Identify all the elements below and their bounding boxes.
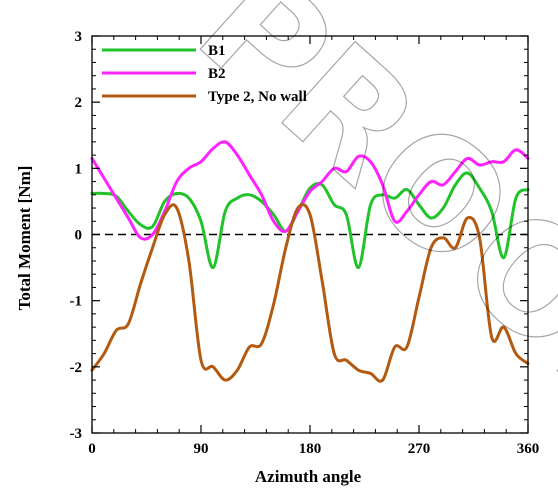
series-line-b1 — [90, 171, 530, 270]
legend-label: Type 2, No wall — [208, 89, 307, 105]
y-tick-label: 2 — [75, 95, 83, 111]
x-tick-label: 90 — [194, 441, 209, 457]
proof-watermark: PROOF — [166, 0, 558, 457]
y-tick-label: 0 — [75, 228, 83, 244]
y-axis-title: Total Moment [Nm] — [15, 166, 34, 311]
x-axis-title: Azimuth angle — [255, 467, 362, 486]
x-tick-label: 360 — [517, 441, 540, 457]
y-tick-label: -1 — [70, 294, 83, 310]
y-tick-label: -2 — [70, 360, 83, 376]
series-line-b2 — [90, 140, 530, 241]
legend-label: B1 — [208, 43, 226, 59]
x-tick-label: 0 — [88, 441, 96, 457]
x-tick-label: 180 — [299, 441, 322, 457]
y-tick-label: 1 — [75, 161, 83, 177]
series-group — [90, 140, 530, 383]
y-tick-label: 3 — [75, 29, 83, 45]
axes: 0 90 180 270 360 -3 -2 -1 0 1 2 3 — [70, 29, 540, 457]
series-line-type-2-no-wall — [90, 203, 530, 383]
y-tick-label: -3 — [70, 426, 83, 442]
legend: B1 B2 Type 2, No wall — [102, 43, 307, 105]
x-tick-label: 270 — [408, 441, 431, 457]
legend-label: B2 — [208, 66, 226, 82]
